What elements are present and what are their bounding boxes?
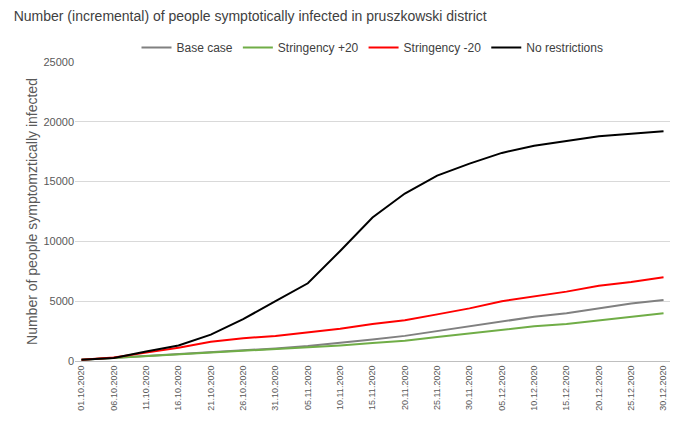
svg-text:01.10.2020: 01.10.2020	[76, 366, 86, 411]
svg-text:25000: 25000	[43, 56, 74, 68]
svg-text:25.12.2020: 25.12.2020	[626, 366, 636, 411]
svg-text:Stringency -20: Stringency -20	[404, 41, 482, 55]
svg-text:15000: 15000	[43, 175, 74, 187]
svg-text:30.12.2020: 30.12.2020	[658, 366, 668, 411]
svg-text:Number (incremental) of people: Number (incremental) of people symptotic…	[14, 8, 487, 24]
svg-text:26.10.2020: 26.10.2020	[238, 366, 248, 411]
svg-text:10.11.2020: 10.11.2020	[335, 366, 345, 410]
svg-text:15.11.2020: 15.11.2020	[367, 366, 377, 410]
svg-text:Number of people symptomztical: Number of people symptomztically infecte…	[24, 78, 40, 345]
svg-text:10000: 10000	[43, 235, 74, 247]
svg-text:Stringency +20: Stringency +20	[278, 41, 359, 55]
svg-text:5000: 5000	[50, 295, 74, 307]
svg-text:16.10.2020: 16.10.2020	[173, 366, 183, 411]
svg-text:15.12.2020: 15.12.2020	[561, 366, 571, 411]
svg-text:20.12.2020: 20.12.2020	[594, 366, 604, 411]
svg-text:20.11.2020: 20.11.2020	[400, 366, 410, 410]
svg-text:11.10.2020: 11.10.2020	[141, 366, 151, 410]
svg-text:21.10.2020: 21.10.2020	[206, 366, 216, 411]
svg-text:05.12.2020: 05.12.2020	[497, 366, 507, 411]
svg-text:31.10.2020: 31.10.2020	[270, 366, 280, 411]
svg-text:No restrictions: No restrictions	[526, 41, 603, 55]
svg-text:Base case: Base case	[177, 41, 233, 55]
svg-text:20000: 20000	[43, 116, 74, 128]
svg-text:0: 0	[68, 355, 74, 367]
svg-text:10.12.2020: 10.12.2020	[529, 366, 539, 411]
svg-text:25.11.2020: 25.11.2020	[432, 366, 442, 410]
svg-text:05.11.2020: 05.11.2020	[303, 366, 313, 410]
svg-text:30.11.2020: 30.11.2020	[464, 366, 474, 410]
svg-text:06.10.2020: 06.10.2020	[109, 366, 119, 411]
